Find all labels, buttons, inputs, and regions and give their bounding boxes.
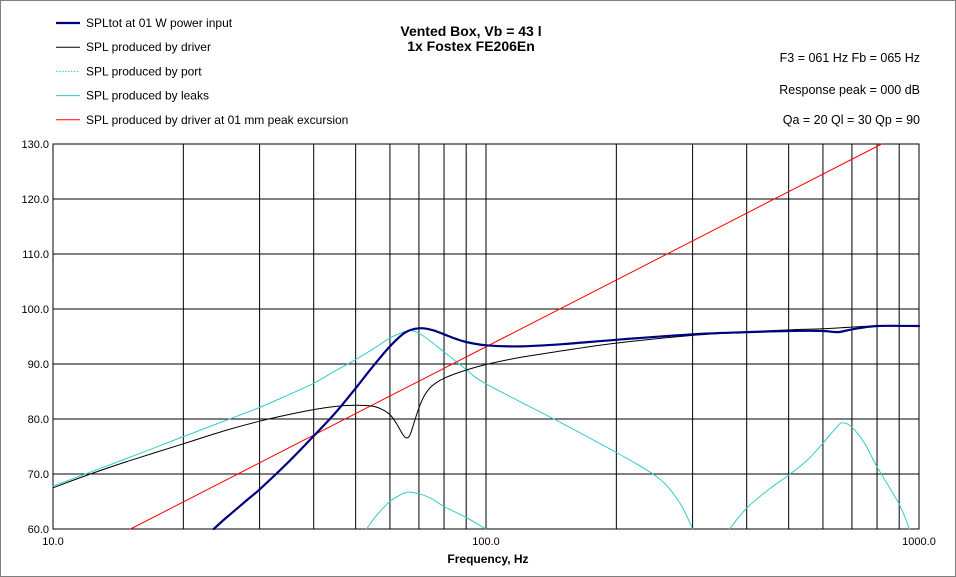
legend-item: SPL produced by port xyxy=(56,64,202,78)
legend-item: SPL produced by leaks xyxy=(56,89,209,103)
legend-label: SPL produced by driver at 01 mm peak exc… xyxy=(86,113,348,127)
legend-label: SPLtot at 01 W power input xyxy=(86,16,233,30)
legend-label: SPL produced by port xyxy=(86,64,202,78)
legend-item: SPL produced by driver at 01 mm peak exc… xyxy=(56,113,348,127)
series-layer xyxy=(52,143,921,531)
info-line-f3-fb: F3 = 061 Hz Fb = 065 Hz xyxy=(780,51,920,65)
series-spl-produced-by-leaks xyxy=(52,330,694,530)
y-tick-label: 70.0 xyxy=(28,469,49,481)
legend-label: SPL produced by leaks xyxy=(86,89,209,103)
series-spltot-at-01-w-power-input xyxy=(212,324,921,531)
chart-subtitle: 1x Fostex FE206En xyxy=(407,38,535,54)
series-spl-produced-by-leaks-high-band xyxy=(729,422,910,530)
y-tick-label: 80.0 xyxy=(28,414,49,426)
chart-title: Vented Box, Vb = 43 l xyxy=(400,23,541,39)
y-tick-label: 130.0 xyxy=(21,139,49,151)
y-tick-label: 110.0 xyxy=(22,249,49,261)
info-line-q-values: Qa = 20 Ql = 30 Qp = 90 xyxy=(783,113,920,127)
x-tick-label: 100.0 xyxy=(472,536,500,548)
y-tick-label: 100.0 xyxy=(21,304,49,316)
x-tick-label: 10.0 xyxy=(42,536,63,548)
grid-lines xyxy=(53,144,919,529)
y-tick-label: 120.0 xyxy=(21,194,49,206)
legend-label: SPL produced by driver xyxy=(86,40,211,54)
info-line-response-peak: Response peak = 000 dB xyxy=(779,83,920,97)
series-spl-produced-by-driver-at-01-mm-peak-excursion xyxy=(130,143,883,530)
y-tick-labels: 60.0 70.0 80.0 90.0 100.0 110.0 120.0 130.0 xyxy=(21,139,49,536)
x-tick-labels: 10.0 100.0 1000.0 xyxy=(42,536,936,548)
x-axis-label: Frequency, Hz xyxy=(447,552,528,566)
y-tick-label: 90.0 xyxy=(28,359,49,371)
legend: SPLtot at 01 W power input SPL produced b… xyxy=(56,16,348,127)
legend-item: SPL produced by driver xyxy=(56,40,211,54)
x-tick-label: 1000.0 xyxy=(902,536,936,548)
series-spl-produced-by-port xyxy=(366,491,487,530)
legend-item: SPLtot at 01 W power input xyxy=(56,16,233,30)
y-tick-label: 60.0 xyxy=(28,524,49,536)
